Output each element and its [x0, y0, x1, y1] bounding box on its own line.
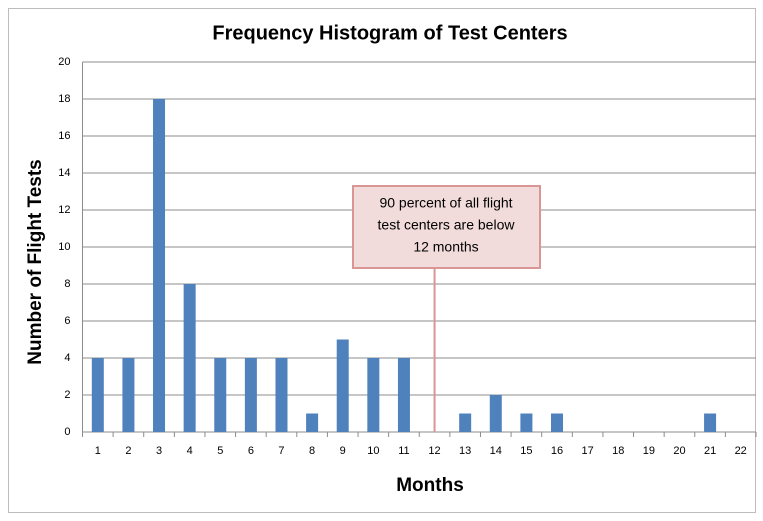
- bar: [275, 358, 288, 432]
- x-tick-label: 22: [735, 445, 747, 457]
- x-tick-label: 4: [187, 445, 193, 457]
- y-tick-label: 20: [58, 56, 70, 68]
- bar: [306, 413, 319, 432]
- y-tick-label: 16: [58, 130, 70, 142]
- x-tick-label: 16: [551, 445, 563, 457]
- bar: [214, 358, 227, 432]
- y-tick-label: 4: [64, 352, 70, 364]
- x-tick-label: 21: [704, 445, 716, 457]
- bar: [459, 413, 472, 432]
- bar: [153, 99, 166, 432]
- bar: [367, 358, 380, 432]
- annotation-text: test centers are below: [378, 217, 516, 233]
- y-tick-label: 12: [58, 204, 70, 216]
- x-tick-label: 18: [612, 445, 624, 457]
- x-tick-label: 6: [248, 445, 254, 457]
- x-tick-label: 11: [398, 445, 409, 457]
- y-tick-label: 6: [64, 315, 70, 327]
- y-tick-label: 10: [58, 241, 70, 253]
- annotation-text: 90 percent of all flight: [379, 195, 512, 211]
- x-tick-label: 5: [217, 445, 223, 457]
- y-tick-label: 0: [64, 426, 70, 438]
- bar: [336, 339, 349, 432]
- bar: [91, 358, 104, 432]
- x-tick-label: 20: [673, 445, 685, 457]
- bar: [183, 284, 196, 432]
- y-tick-label: 14: [58, 167, 70, 179]
- x-tick-label: 2: [125, 445, 131, 457]
- x-tick-label: 10: [367, 445, 379, 457]
- y-tick-label: 2: [64, 389, 70, 401]
- bar: [520, 413, 533, 432]
- y-axis-label: Number of Flight Tests: [25, 159, 46, 364]
- annotation-text: 12 months: [413, 239, 478, 255]
- x-tick-label: 1: [95, 445, 101, 457]
- x-tick-label: 17: [582, 445, 594, 457]
- x-tick-label: 14: [490, 445, 502, 457]
- x-tick-label: 3: [156, 445, 162, 457]
- bar: [551, 413, 564, 432]
- y-tick-label: 18: [58, 93, 70, 105]
- chart-title: Frequency Histogram of Test Centers: [212, 22, 567, 44]
- y-tick-label: 8: [64, 278, 70, 290]
- x-axis-label: Months: [396, 475, 464, 496]
- annotation-box: [352, 185, 541, 269]
- bar: [489, 395, 502, 432]
- x-tick-label: 8: [309, 445, 315, 457]
- x-tick-label: 15: [520, 445, 532, 457]
- x-tick-label: 13: [459, 445, 471, 457]
- x-tick-label: 7: [278, 445, 284, 457]
- bar: [122, 358, 135, 432]
- bar: [244, 358, 257, 432]
- x-tick-label: 19: [643, 445, 655, 457]
- x-tick-label: 9: [340, 445, 346, 457]
- bar: [397, 358, 410, 432]
- x-tick-label: 12: [428, 445, 440, 457]
- bar: [704, 413, 717, 432]
